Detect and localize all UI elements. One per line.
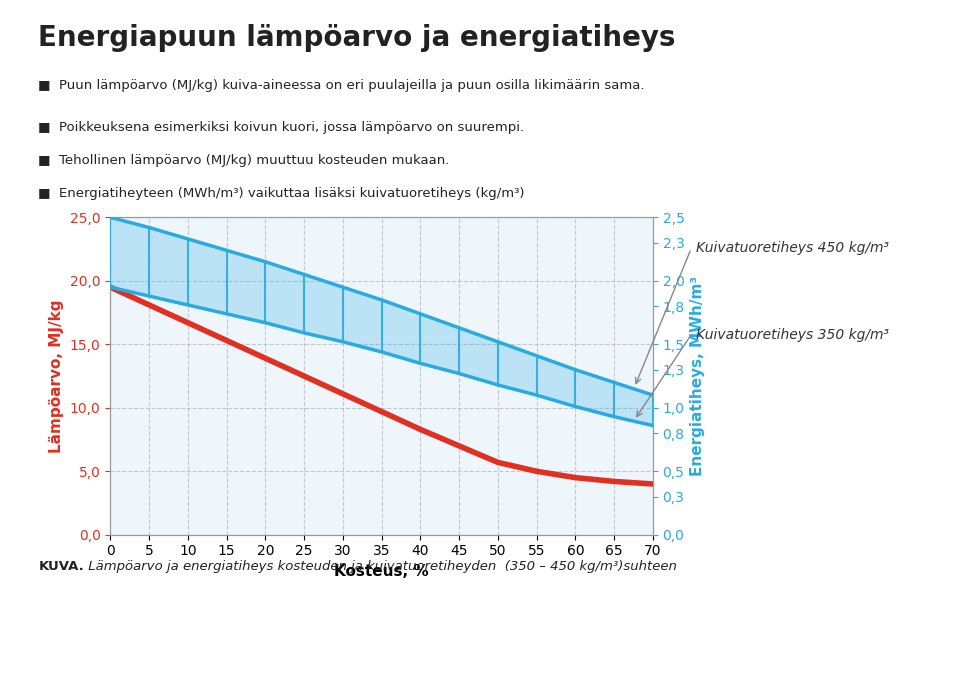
Text: Lämpöarvo ja energiatiheys kosteuden ja kuivatuoretiheyden  (350 – 450 kg/m³)suh: Lämpöarvo ja energiatiheys kosteuden ja …: [84, 560, 678, 573]
Text: ■  Tehollinen lämpöarvo (MJ/kg) muuttuu kosteuden mukaan.: ■ Tehollinen lämpöarvo (MJ/kg) muuttuu k…: [38, 154, 450, 167]
Text: Kuivatuoretiheys 350 kg/m³: Kuivatuoretiheys 350 kg/m³: [696, 328, 889, 342]
Text: Metsäntutkimuslaitos    Skogsforskningsinstitutet    Finnish Forest Research Ins: Metsäntutkimuslaitos Skogsforskningsinst…: [219, 669, 741, 679]
Y-axis label: Energiatiheys, MWh/m³: Energiatiheys, MWh/m³: [690, 276, 706, 476]
Text: ■  Puun lämpöarvo (MJ/kg) kuiva-aineessa on eri puulajeilla ja puun osilla likim: ■ Puun lämpöarvo (MJ/kg) kuiva-aineessa …: [38, 79, 645, 92]
Text: ■  Energiatiheyteen (MWh/m³) vaikuttaa lisäksi kuivatuoretiheys (kg/m³): ■ Energiatiheyteen (MWh/m³) vaikuttaa li…: [38, 187, 525, 200]
Text: Kuivatuoretiheys 450 kg/m³: Kuivatuoretiheys 450 kg/m³: [696, 241, 889, 255]
Text: Energiapuun lämpöarvo ja energiatiheys: Energiapuun lämpöarvo ja energiatiheys: [38, 24, 676, 52]
Text: KUVA.: KUVA.: [38, 560, 84, 573]
X-axis label: Kosteus, %: Kosteus, %: [334, 564, 429, 579]
Y-axis label: Lämpöarvo, MJ/kg: Lämpöarvo, MJ/kg: [49, 299, 64, 453]
Text: ■  Poikkeuksena esimerkiksi koivun kuori, jossa lämpöarvo on suurempi.: ■ Poikkeuksena esimerkiksi koivun kuori,…: [38, 121, 524, 134]
Text: METLA: METLA: [433, 631, 527, 655]
